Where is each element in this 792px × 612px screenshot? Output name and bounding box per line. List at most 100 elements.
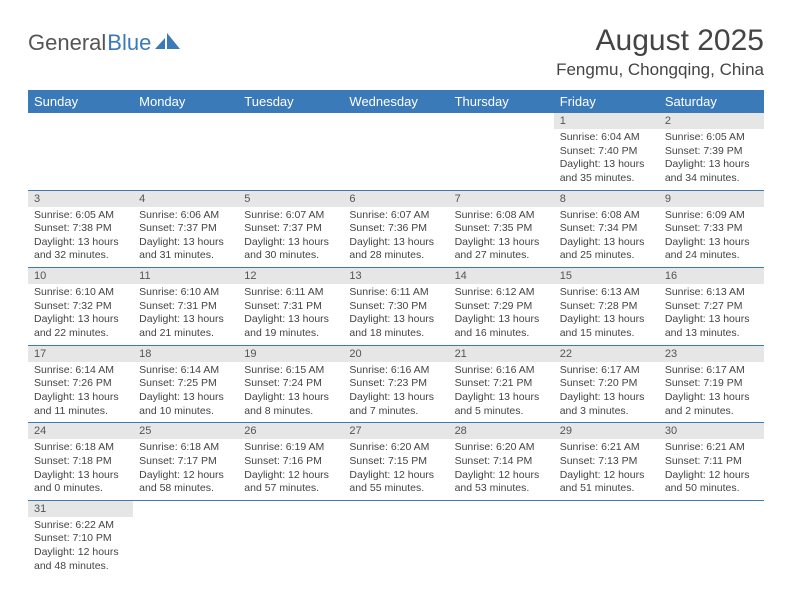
day-number: 14 (449, 268, 554, 284)
sunset-line: Sunset: 7:15 PM (349, 455, 442, 469)
calendar-cell (343, 500, 448, 577)
sunset-line: Sunset: 7:37 PM (139, 222, 232, 236)
sunrise-line: Sunrise: 6:12 AM (455, 286, 548, 300)
weekday-header: Friday (554, 90, 659, 113)
sunrise-line: Sunrise: 6:16 AM (349, 364, 442, 378)
daylight-line: Daylight: 13 hours and 30 minutes. (244, 236, 337, 263)
sunset-line: Sunset: 7:34 PM (560, 222, 653, 236)
sunrise-line: Sunrise: 6:05 AM (34, 209, 127, 223)
sunset-line: Sunset: 7:10 PM (34, 532, 127, 546)
daylight-line: Daylight: 13 hours and 13 minutes. (665, 313, 758, 340)
sunset-line: Sunset: 7:30 PM (349, 300, 442, 314)
calendar-cell: 29Sunrise: 6:21 AMSunset: 7:13 PMDayligh… (554, 423, 659, 501)
day-details: Sunrise: 6:08 AMSunset: 7:34 PMDaylight:… (554, 207, 659, 268)
day-details: Sunrise: 6:20 AMSunset: 7:15 PMDaylight:… (343, 439, 448, 500)
day-details: Sunrise: 6:12 AMSunset: 7:29 PMDaylight:… (449, 284, 554, 345)
day-number: 24 (28, 423, 133, 439)
calendar-cell: 23Sunrise: 6:17 AMSunset: 7:19 PMDayligh… (659, 345, 764, 423)
sunrise-line: Sunrise: 6:20 AM (349, 441, 442, 455)
calendar-row: 1Sunrise: 6:04 AMSunset: 7:40 PMDaylight… (28, 113, 764, 190)
day-details: Sunrise: 6:16 AMSunset: 7:21 PMDaylight:… (449, 362, 554, 423)
calendar-cell: 10Sunrise: 6:10 AMSunset: 7:32 PMDayligh… (28, 268, 133, 346)
title-block: August 2025 Fengmu, Chongqing, China (556, 24, 764, 80)
calendar-cell: 21Sunrise: 6:16 AMSunset: 7:21 PMDayligh… (449, 345, 554, 423)
day-number: 3 (28, 191, 133, 207)
day-number: 30 (659, 423, 764, 439)
day-details: Sunrise: 6:08 AMSunset: 7:35 PMDaylight:… (449, 207, 554, 268)
day-details: Sunrise: 6:17 AMSunset: 7:20 PMDaylight:… (554, 362, 659, 423)
calendar-cell (449, 500, 554, 577)
day-details: Sunrise: 6:14 AMSunset: 7:25 PMDaylight:… (133, 362, 238, 423)
sunset-line: Sunset: 7:14 PM (455, 455, 548, 469)
sunset-line: Sunset: 7:36 PM (349, 222, 442, 236)
calendar-row: 24Sunrise: 6:18 AMSunset: 7:18 PMDayligh… (28, 423, 764, 501)
sunset-line: Sunset: 7:33 PM (665, 222, 758, 236)
weekday-header-row: Sunday Monday Tuesday Wednesday Thursday… (28, 90, 764, 113)
day-number: 12 (238, 268, 343, 284)
day-details: Sunrise: 6:18 AMSunset: 7:18 PMDaylight:… (28, 439, 133, 500)
logo-word2: Blue (107, 30, 151, 56)
day-number: 23 (659, 346, 764, 362)
sunset-line: Sunset: 7:17 PM (139, 455, 232, 469)
sunset-line: Sunset: 7:32 PM (34, 300, 127, 314)
sunrise-line: Sunrise: 6:22 AM (34, 519, 127, 533)
day-number: 28 (449, 423, 554, 439)
day-details: Sunrise: 6:21 AMSunset: 7:13 PMDaylight:… (554, 439, 659, 500)
daylight-line: Daylight: 13 hours and 3 minutes. (560, 391, 653, 418)
sunset-line: Sunset: 7:40 PM (560, 145, 653, 159)
calendar-cell (238, 500, 343, 577)
calendar-cell (554, 500, 659, 577)
daylight-line: Daylight: 13 hours and 32 minutes. (34, 236, 127, 263)
location: Fengmu, Chongqing, China (556, 60, 764, 80)
sunrise-line: Sunrise: 6:14 AM (34, 364, 127, 378)
sunrise-line: Sunrise: 6:07 AM (349, 209, 442, 223)
daylight-line: Daylight: 13 hours and 16 minutes. (455, 313, 548, 340)
daylight-line: Daylight: 13 hours and 21 minutes. (139, 313, 232, 340)
day-details: Sunrise: 6:13 AMSunset: 7:28 PMDaylight:… (554, 284, 659, 345)
daylight-line: Daylight: 13 hours and 35 minutes. (560, 158, 653, 185)
daylight-line: Daylight: 12 hours and 57 minutes. (244, 469, 337, 496)
day-details: Sunrise: 6:18 AMSunset: 7:17 PMDaylight:… (133, 439, 238, 500)
daylight-line: Daylight: 13 hours and 34 minutes. (665, 158, 758, 185)
calendar-cell: 18Sunrise: 6:14 AMSunset: 7:25 PMDayligh… (133, 345, 238, 423)
sunset-line: Sunset: 7:37 PM (244, 222, 337, 236)
day-number: 13 (343, 268, 448, 284)
weekday-header: Saturday (659, 90, 764, 113)
daylight-line: Daylight: 13 hours and 27 minutes. (455, 236, 548, 263)
day-details: Sunrise: 6:17 AMSunset: 7:19 PMDaylight:… (659, 362, 764, 423)
day-number: 20 (343, 346, 448, 362)
daylight-line: Daylight: 13 hours and 7 minutes. (349, 391, 442, 418)
day-number: 17 (28, 346, 133, 362)
daylight-line: Daylight: 12 hours and 58 minutes. (139, 469, 232, 496)
calendar-cell (238, 113, 343, 190)
logo-word1: General (28, 30, 106, 56)
weekday-header: Wednesday (343, 90, 448, 113)
day-details: Sunrise: 6:13 AMSunset: 7:27 PMDaylight:… (659, 284, 764, 345)
day-details: Sunrise: 6:11 AMSunset: 7:30 PMDaylight:… (343, 284, 448, 345)
sunset-line: Sunset: 7:19 PM (665, 377, 758, 391)
daylight-line: Daylight: 12 hours and 48 minutes. (34, 546, 127, 573)
calendar-cell: 17Sunrise: 6:14 AMSunset: 7:26 PMDayligh… (28, 345, 133, 423)
sunset-line: Sunset: 7:21 PM (455, 377, 548, 391)
daylight-line: Daylight: 12 hours and 55 minutes. (349, 469, 442, 496)
daylight-line: Daylight: 13 hours and 15 minutes. (560, 313, 653, 340)
daylight-line: Daylight: 13 hours and 0 minutes. (34, 469, 127, 496)
calendar-row: 10Sunrise: 6:10 AMSunset: 7:32 PMDayligh… (28, 268, 764, 346)
calendar-cell: 20Sunrise: 6:16 AMSunset: 7:23 PMDayligh… (343, 345, 448, 423)
calendar-cell: 9Sunrise: 6:09 AMSunset: 7:33 PMDaylight… (659, 190, 764, 268)
day-number: 7 (449, 191, 554, 207)
calendar-cell: 16Sunrise: 6:13 AMSunset: 7:27 PMDayligh… (659, 268, 764, 346)
calendar-cell: 27Sunrise: 6:20 AMSunset: 7:15 PMDayligh… (343, 423, 448, 501)
sunrise-line: Sunrise: 6:05 AM (665, 131, 758, 145)
daylight-line: Daylight: 13 hours and 19 minutes. (244, 313, 337, 340)
day-details: Sunrise: 6:06 AMSunset: 7:37 PMDaylight:… (133, 207, 238, 268)
day-number: 27 (343, 423, 448, 439)
day-number: 21 (449, 346, 554, 362)
day-details: Sunrise: 6:10 AMSunset: 7:31 PMDaylight:… (133, 284, 238, 345)
day-number: 10 (28, 268, 133, 284)
day-details: Sunrise: 6:05 AMSunset: 7:39 PMDaylight:… (659, 129, 764, 190)
day-details: Sunrise: 6:15 AMSunset: 7:24 PMDaylight:… (238, 362, 343, 423)
calendar-cell: 25Sunrise: 6:18 AMSunset: 7:17 PMDayligh… (133, 423, 238, 501)
calendar-cell (28, 113, 133, 190)
calendar-cell: 1Sunrise: 6:04 AMSunset: 7:40 PMDaylight… (554, 113, 659, 190)
